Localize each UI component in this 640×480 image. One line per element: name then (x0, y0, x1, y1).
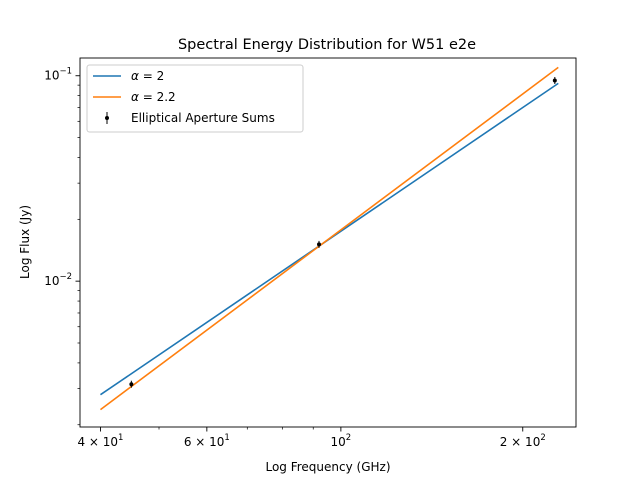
y-axis-ticks: 10−2 10−1 (44, 67, 80, 426)
data-marker-1 (317, 242, 322, 247)
x-tick-label-3: 2 × 102 (500, 433, 546, 449)
data-marker-0 (129, 382, 134, 387)
x-tick-label-0: 4 × 101 (77, 433, 123, 449)
data-marker-2 (552, 78, 557, 83)
plot-frame (79, 57, 577, 428)
legend-label-aperture-sums: Elliptical Aperture Sums (131, 111, 275, 125)
legend-label-alpha-2-2: α = 2.2 (131, 90, 176, 104)
legend-label-alpha-2-rest: = 2 (139, 69, 164, 83)
chart-title: Spectral Energy Distribution for W51 e2e (178, 37, 476, 53)
plot-area (79, 57, 577, 428)
data-point-1 (317, 240, 322, 248)
legend-label-alpha-2: α = 2 (131, 69, 164, 83)
legend-swatch-errorbar (105, 112, 109, 124)
x-axis-label: Log Frequency (GHz) (265, 460, 390, 474)
x-axis-ticks: 4 × 101 6 × 101 102 2 × 102 (77, 427, 546, 449)
series-layer (99, 66, 559, 411)
y-axis-label: Log Flux (Jy) (18, 205, 32, 279)
legend-frame (86, 64, 304, 133)
legend-label-alpha-2-2-rest: = 2.2 (139, 90, 176, 104)
data-point-0 (129, 380, 134, 388)
x-tick-label-2: 102 (331, 433, 352, 449)
x-tick-label-1: 6 × 101 (184, 433, 230, 449)
series-line-1 (99, 66, 559, 411)
legend-label-alpha-2-2-symbol: α (131, 90, 139, 104)
legend-label-alpha-2-symbol: α (131, 69, 139, 83)
legend: α = 2 α = 2.2 Elliptical Aperture Sums (86, 64, 304, 133)
data-point-2 (552, 77, 557, 85)
y-tick-label-0: 10−2 (44, 272, 72, 288)
y-tick-label-1: 10−1 (44, 67, 72, 83)
